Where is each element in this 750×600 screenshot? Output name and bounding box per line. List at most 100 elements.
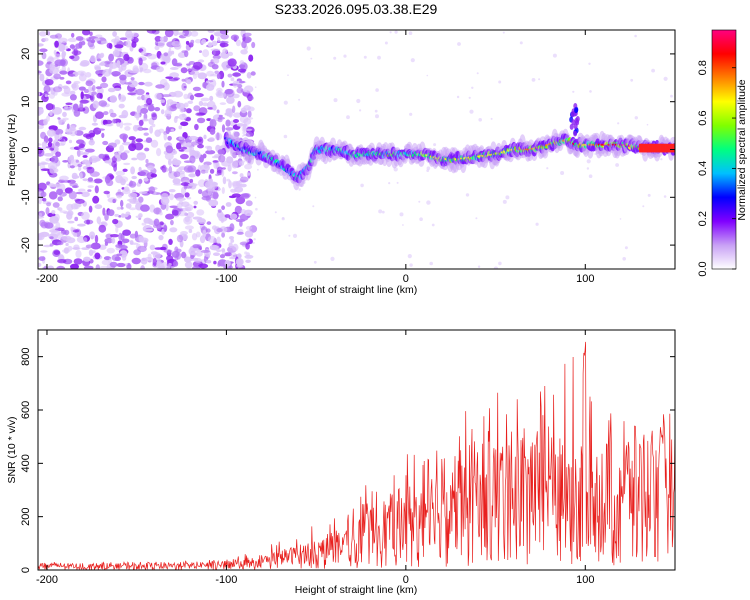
noise-blob (173, 171, 181, 178)
noise-blob (147, 253, 152, 260)
noise-blob (168, 158, 172, 166)
noise-blob (213, 252, 220, 256)
noise-blob (227, 51, 234, 57)
noise-blob (66, 123, 70, 130)
noise-blob (92, 157, 101, 162)
noise-blob (184, 261, 193, 269)
noise-blob (139, 169, 150, 177)
noise-blob (211, 40, 218, 46)
noise-blob (86, 219, 90, 225)
noise-blob (152, 258, 157, 266)
noise-blob (229, 213, 238, 220)
noise-blob (87, 185, 94, 189)
noise-blob (246, 72, 252, 79)
noise-blob (56, 241, 64, 246)
noise-blob (200, 97, 210, 102)
noise-speck (471, 86, 474, 90)
noise-speck (630, 78, 634, 82)
noise-blob (116, 253, 123, 257)
noise-blob (128, 136, 136, 141)
ridge-tail (653, 143, 655, 153)
noise-blob (131, 257, 141, 265)
noise-speck (375, 88, 379, 92)
noise-blob (138, 235, 144, 243)
noise-blob (163, 224, 168, 233)
noise-blob (85, 80, 94, 87)
noise-blob (206, 145, 213, 152)
noise-blob (39, 48, 48, 53)
noise-speck (634, 116, 638, 120)
noise-blob (123, 53, 130, 62)
noise-speck (298, 98, 301, 101)
noise-blob (86, 166, 92, 170)
spectrogram-x-ticks: -200 -100 0 100 (36, 30, 594, 285)
noise-blob (118, 232, 123, 241)
ridge-tail (661, 143, 663, 153)
noise-blob (120, 199, 124, 208)
noise-blob (172, 30, 179, 36)
colorbar-label: Normalized spectral amplitude (736, 79, 748, 220)
noise-blob (59, 210, 68, 213)
y-tick-label: 600 (20, 401, 32, 419)
noise-blob (238, 80, 246, 84)
noise-blob (212, 191, 219, 200)
noise-blob (170, 67, 179, 70)
noise-blob (241, 194, 250, 199)
noise-blob (125, 211, 131, 216)
noise-speck (624, 246, 628, 250)
noise-blob (150, 251, 158, 255)
noise-blob (167, 50, 173, 57)
noise-blob (235, 39, 241, 47)
noise-blob (38, 215, 45, 219)
noise-blob (53, 73, 61, 80)
noise-blob (180, 182, 190, 187)
noise-blob (217, 116, 225, 120)
noise-blob (102, 207, 106, 216)
noise-blob (70, 263, 79, 269)
noise-blob (225, 127, 234, 131)
noise-blob (72, 103, 79, 111)
noise-speck (377, 55, 381, 60)
noise-blob (80, 72, 84, 77)
noise-blob (82, 159, 90, 165)
noise-blob (79, 99, 89, 104)
noise-blob (69, 128, 78, 137)
noise-blob (46, 129, 56, 137)
noise-blob (74, 216, 79, 222)
noise-blob (43, 37, 49, 42)
noise-blob (112, 198, 116, 204)
noise-blob (165, 76, 174, 79)
noise-blob (65, 242, 69, 247)
noise-blob (151, 113, 158, 121)
noise-blob (178, 125, 183, 130)
noise-blob (188, 135, 198, 141)
noise-blob (219, 42, 229, 48)
noise-blob (120, 152, 128, 161)
noise-blob (38, 60, 44, 66)
noise-blob (204, 180, 214, 189)
noise-blob (129, 70, 139, 74)
noise-blob (176, 197, 186, 201)
noise-blob (54, 213, 60, 221)
noise-blob (193, 105, 201, 112)
snr-y-ticks: 0 200 400 600 800 (20, 347, 675, 573)
ridge-tail (646, 143, 648, 153)
noise-blob (119, 74, 127, 81)
noise-blob (108, 53, 114, 62)
noise-blob (114, 213, 120, 217)
noise-blob (78, 86, 86, 91)
noise-blob (189, 145, 195, 153)
noise-blob (160, 61, 166, 65)
noise-blob (49, 236, 54, 240)
noise-blob (224, 252, 233, 257)
noise-blob (232, 80, 238, 88)
noise-blob (214, 70, 219, 75)
noise-blob (155, 84, 165, 89)
noise-blob (213, 260, 217, 265)
noise-blob (250, 71, 256, 76)
noise-blob (158, 234, 164, 241)
noise-blob (134, 111, 141, 115)
noise-blob (230, 188, 237, 193)
noise-blob (39, 219, 46, 227)
noise-blob (165, 126, 170, 135)
